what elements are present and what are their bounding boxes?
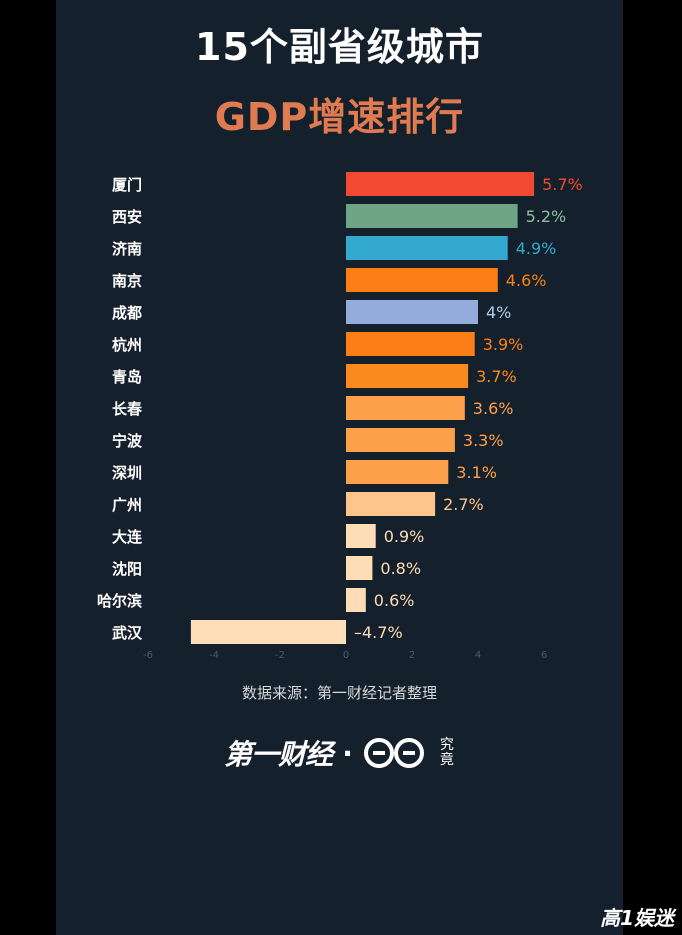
partner-label: 究竟 <box>439 737 454 768</box>
value-label: –4.7% <box>354 623 403 642</box>
bar <box>346 396 465 420</box>
value-label: 3.7% <box>476 367 517 386</box>
bar <box>346 588 366 612</box>
category-label: 大连 <box>112 528 143 546</box>
value-label: 4.9% <box>516 239 557 258</box>
category-label: 厦门 <box>112 176 142 194</box>
value-label: 3.9% <box>483 335 524 354</box>
page-title: 15个副省级城市 <box>195 25 484 69</box>
value-label: 3.1% <box>456 463 497 482</box>
bar <box>346 524 376 548</box>
category-label: 济南 <box>112 240 142 258</box>
value-label: 4.6% <box>506 271 547 290</box>
x-tick-label: -4 <box>209 650 219 661</box>
x-tick-label: 0 <box>343 650 349 661</box>
brand-name: 第一财经 <box>224 738 333 771</box>
bar <box>346 364 469 388</box>
brand-footer: 第一财经 · 究竟 <box>56 733 623 773</box>
category-label: 深圳 <box>112 464 142 482</box>
value-label: 0.9% <box>384 527 425 546</box>
brand-separator: · <box>342 736 353 770</box>
value-label: 2.7% <box>443 495 484 514</box>
value-label: 5.2% <box>526 207 567 226</box>
bar <box>346 204 518 228</box>
category-label: 西安 <box>112 208 142 226</box>
bar <box>346 556 373 580</box>
poster: 15个副省级城市 GDP增速排行 厦门 5.7% 西安 5.2% 济南 4.9% 南京 4.6… <box>56 0 623 935</box>
x-tick-label: 4 <box>475 650 481 661</box>
bar <box>190 620 346 644</box>
category-label: 长春 <box>112 400 142 418</box>
category-label: 杭州 <box>112 336 142 354</box>
value-label: 5.7% <box>542 175 583 194</box>
bar <box>346 300 478 324</box>
x-tick-label: 6 <box>541 650 547 661</box>
category-label: 成都 <box>112 304 142 322</box>
x-tick-label: -6 <box>143 650 153 661</box>
value-label: 3.6% <box>473 399 514 418</box>
partner-logo-icon <box>363 738 424 768</box>
bar <box>346 172 535 196</box>
category-label: 沈阳 <box>112 560 142 578</box>
value-label: 0.8% <box>380 559 421 578</box>
bar <box>346 332 475 356</box>
category-label: 广州 <box>112 496 142 514</box>
value-label: 0.6% <box>374 591 415 610</box>
bar <box>346 460 449 484</box>
bar <box>346 268 498 292</box>
bar-chart: 厦门 5.7% 西安 5.2% 济南 4.9% 南京 4.6% 成都 4% 杭州 3.9% 青岛 3.7%… <box>97 172 583 661</box>
value-label: 4% <box>486 303 511 322</box>
bar <box>346 492 436 516</box>
x-tick-label: -2 <box>275 650 285 661</box>
category-label: 青岛 <box>112 368 142 386</box>
bar <box>346 236 508 260</box>
watermark-logo: 高1娱迷 <box>600 906 674 930</box>
category-label: 武汉 <box>112 624 143 642</box>
x-tick-label: 2 <box>409 650 415 661</box>
data-source-note: 数据来源：第一财经记者整理 <box>241 684 437 702</box>
value-label: 3.3% <box>463 431 504 450</box>
page-subtitle: GDP增速排行 <box>214 95 465 139</box>
bar <box>346 428 455 452</box>
category-label: 宁波 <box>112 432 143 450</box>
category-label: 南京 <box>112 272 142 290</box>
category-label: 哈尔滨 <box>97 592 142 610</box>
